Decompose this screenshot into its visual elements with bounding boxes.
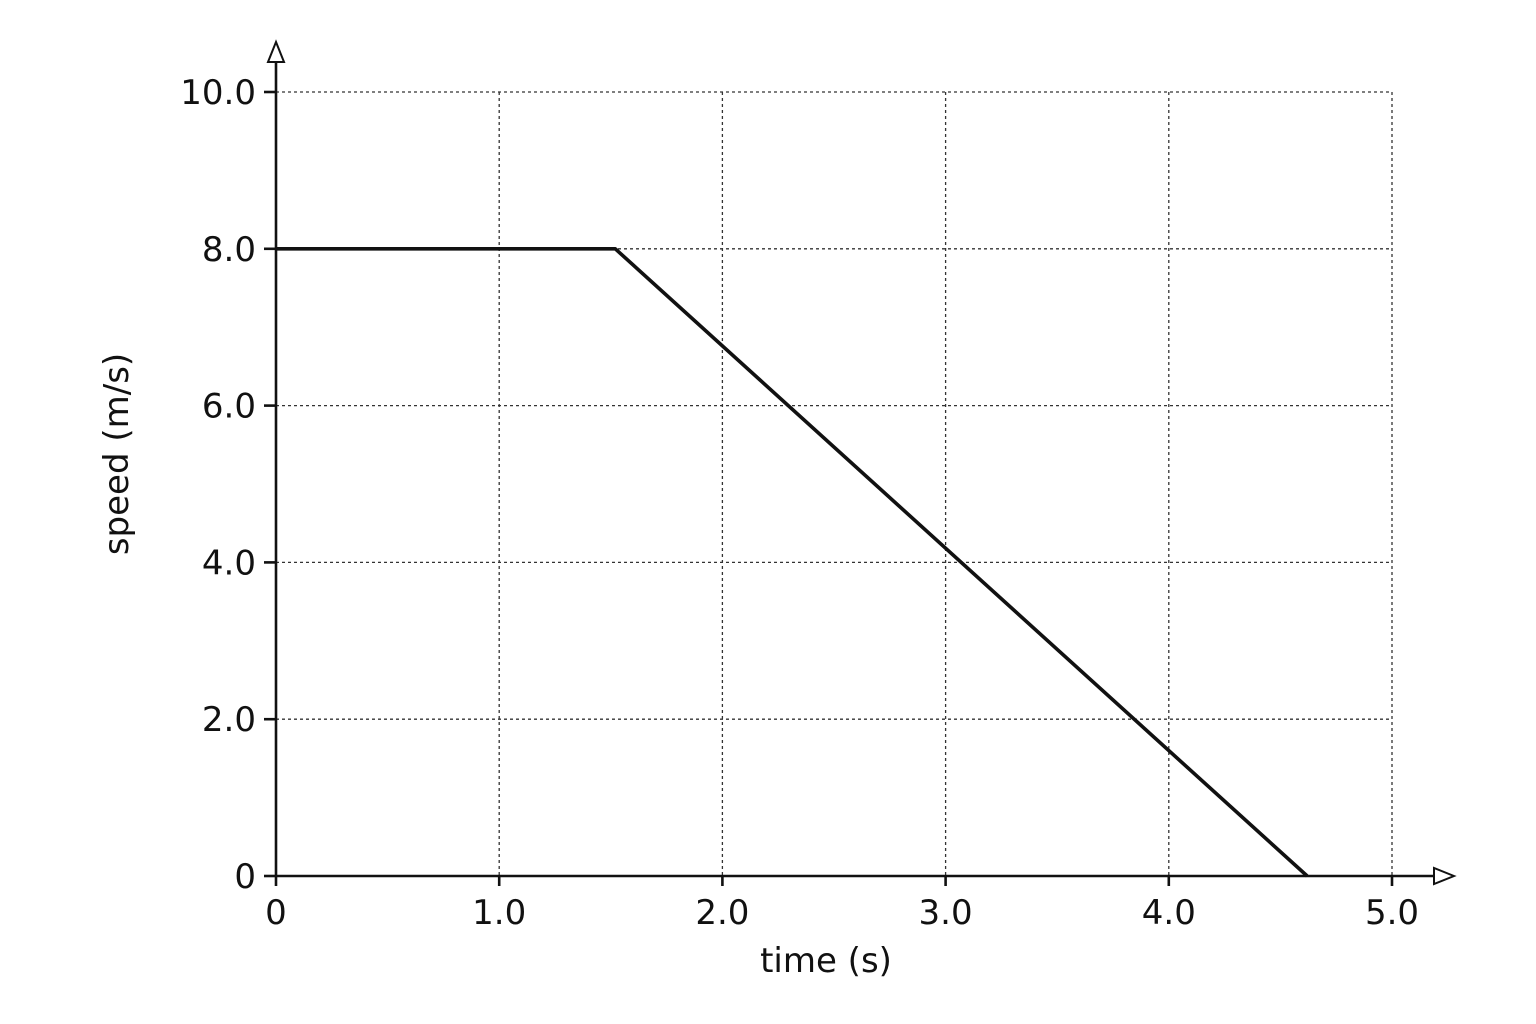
axes	[264, 39, 1457, 886]
y-axis-label: speed (m/s)	[97, 353, 137, 555]
x-tick-label: 1.0	[472, 893, 526, 933]
y-tick-label: 8.0	[202, 230, 256, 270]
tick-labels: 0 1.0 2.0 3.0 4.0 5.0 0 2.0 4.0 6.0 8.0 10.0	[180, 73, 1419, 933]
grid	[276, 91, 1393, 876]
y-axis-arrow	[266, 39, 286, 63]
y-tick-label: 6.0	[202, 387, 256, 427]
y-tick-label: 0	[234, 857, 256, 897]
x-tick-label: 5.0	[1365, 893, 1419, 933]
y-tick-label: 2.0	[202, 700, 256, 740]
x-tick-label: 2.0	[695, 893, 749, 933]
x-tick-label: 3.0	[919, 893, 973, 933]
x-axis-arrow	[1433, 866, 1457, 886]
x-axis-label: time (s)	[760, 941, 892, 981]
y-tick-label: 10.0	[180, 73, 256, 113]
y-tick-label: 4.0	[202, 543, 256, 583]
x-tick-label: 0	[265, 893, 287, 933]
series-layer	[276, 247, 1309, 878]
x-tick-label: 4.0	[1142, 893, 1196, 933]
series-line	[276, 247, 1309, 878]
